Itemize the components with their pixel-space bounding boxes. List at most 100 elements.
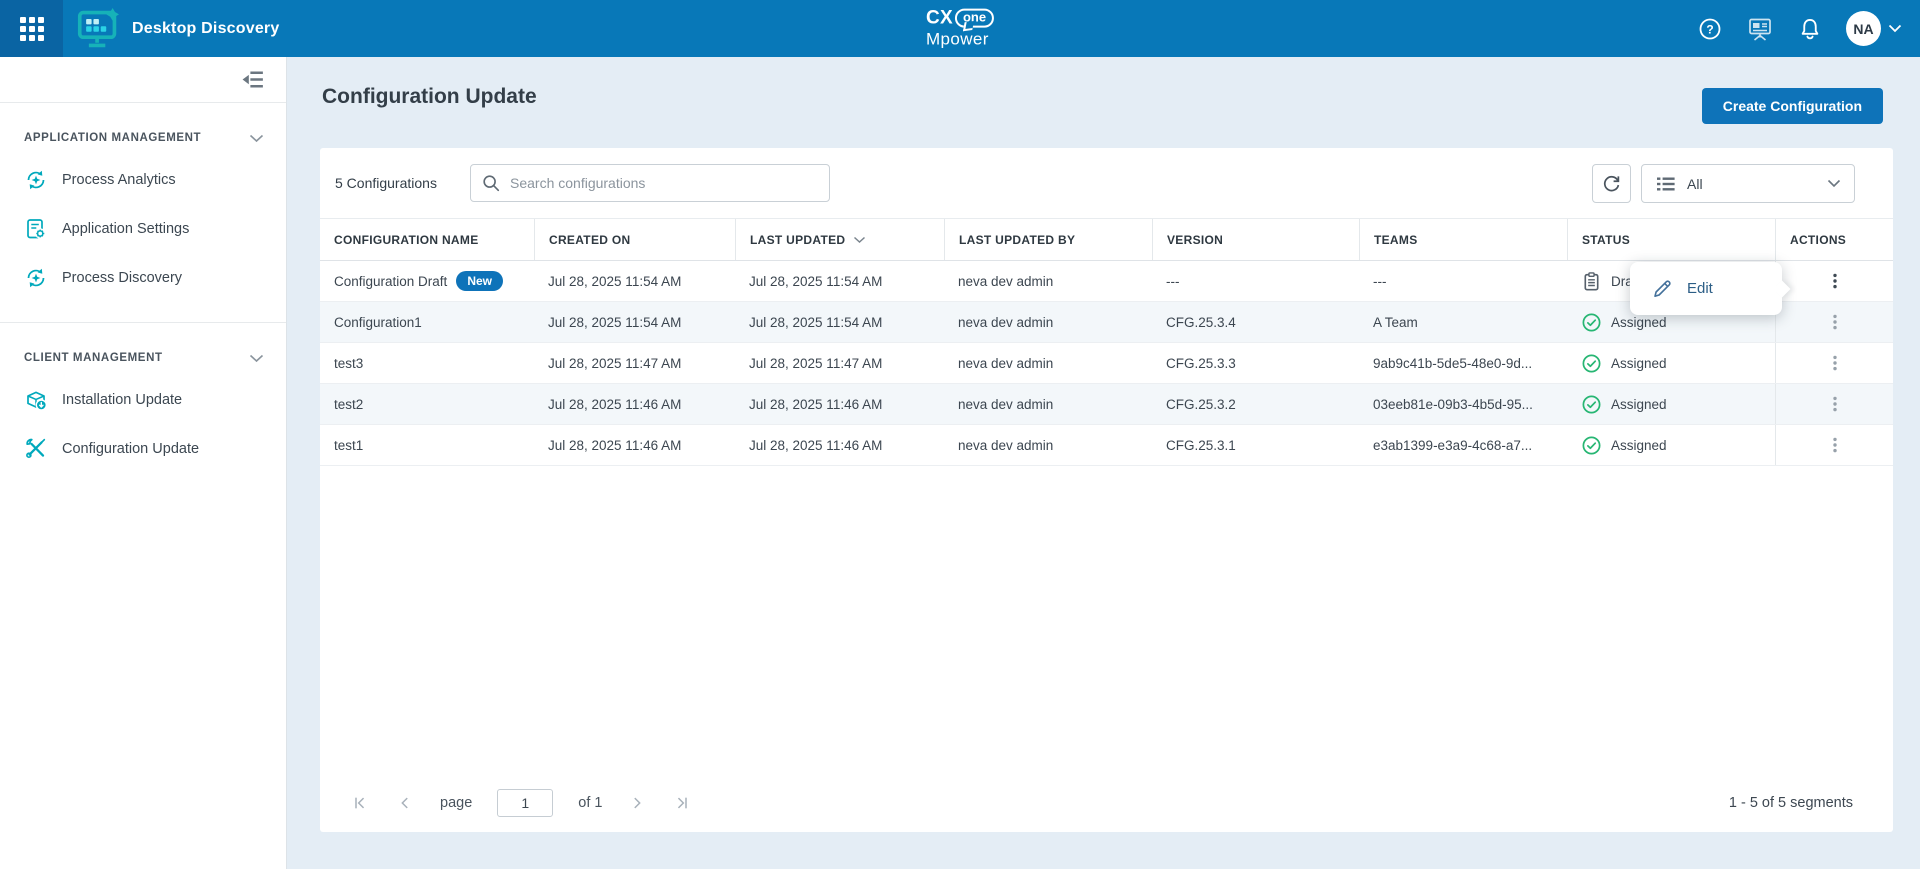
row-actions-kebab-icon[interactable] <box>1819 309 1851 335</box>
filter-dropdown[interactable]: All <box>1641 164 1855 203</box>
sidebar-item-configuration-update[interactable]: Configuration Update <box>0 424 286 473</box>
next-page-icon[interactable] <box>627 793 647 813</box>
new-badge: New <box>456 271 503 291</box>
collapse-sidebar-icon[interactable] <box>241 67 266 92</box>
edit-pencil-icon <box>1651 278 1673 300</box>
edit-menu-item[interactable]: Edit <box>1687 280 1713 297</box>
svg-text:?: ? <box>1706 22 1713 36</box>
created-on: Jul 28, 2025 11:47 AM <box>548 355 682 371</box>
cx-logo-text: CX <box>925 7 953 29</box>
sidebar-item-process-discovery[interactable]: Process Discovery <box>0 253 286 302</box>
page-label: page <box>440 795 473 811</box>
list-filter-icon <box>1655 174 1677 194</box>
sidebar-item-label: Configuration Update <box>62 440 200 457</box>
sort-descending-icon <box>854 236 866 243</box>
sidebar-item-installation-update[interactable]: Installation Update <box>0 375 286 424</box>
version: --- <box>1166 273 1180 289</box>
teams: 9ab9c41b-5de5-48e0-9d... <box>1373 355 1533 371</box>
column-header-configuration-name[interactable]: CONFIGURATION NAME <box>334 232 479 247</box>
mpower-logo-text: Mpower <box>925 30 989 50</box>
presentation-icon[interactable] <box>1746 15 1774 43</box>
teams: A Team <box>1373 314 1418 330</box>
app-launcher-button[interactable] <box>0 0 63 57</box>
last-updated-by: neva dev admin <box>958 355 1054 371</box>
last-updated: Jul 28, 2025 11:46 AM <box>749 396 883 412</box>
column-header-last-updated-by[interactable]: LAST UPDATED BY <box>944 219 1152 260</box>
section-label: APPLICATION MANAGEMENT <box>24 132 202 144</box>
draft-clipboard-icon <box>1581 271 1602 292</box>
table-row: test1 Jul 28, 2025 11:46 AM Jul 28, 2025… <box>320 425 1893 466</box>
apps-grid-icon <box>19 16 45 42</box>
page-number-input[interactable] <box>497 789 554 817</box>
pagination: page of 1 1 - 5 of 5 segments <box>320 774 1893 832</box>
refresh-button[interactable] <box>1592 164 1631 203</box>
status-label: Assigned <box>1611 355 1667 371</box>
last-updated-by: neva dev admin <box>958 437 1054 453</box>
first-page-icon[interactable] <box>350 793 370 813</box>
sidebar-item-label: Application Settings <box>62 220 190 237</box>
status-cell: Assigned <box>1567 384 1775 424</box>
assigned-check-icon <box>1581 435 1602 456</box>
assigned-check-icon <box>1581 394 1602 415</box>
row-actions-kebab-icon[interactable] <box>1819 432 1851 458</box>
status-label: Assigned <box>1611 396 1667 412</box>
version: CFG.25.3.2 <box>1166 396 1236 412</box>
column-header-status[interactable]: STATUS <box>1567 219 1775 260</box>
notifications-bell-icon[interactable] <box>1797 16 1823 42</box>
sidebar-item-process-analytics[interactable]: Process Analytics <box>0 155 286 204</box>
column-header-created-on[interactable]: CREATED ON <box>534 219 735 260</box>
sidebar-item-label: Process Discovery <box>62 269 183 286</box>
status-cell: Assigned <box>1567 343 1775 383</box>
created-on: Jul 28, 2025 11:54 AM <box>548 273 682 289</box>
teams: 03eeb81e-09b3-4b5d-95... <box>1373 396 1533 412</box>
installation-update-icon <box>24 388 48 412</box>
version: CFG.25.3.1 <box>1166 437 1236 453</box>
version: CFG.25.3.3 <box>1166 355 1236 371</box>
last-updated: Jul 28, 2025 11:54 AM <box>749 314 883 330</box>
process-discovery-icon <box>24 266 48 290</box>
configuration-name: test1 <box>334 437 364 453</box>
column-header-version[interactable]: VERSION <box>1152 219 1359 260</box>
status-label: Assigned <box>1611 314 1667 330</box>
content-card: 5 Configurations <box>320 148 1893 832</box>
version: CFG.25.3.4 <box>1166 314 1236 330</box>
created-on: Jul 28, 2025 11:46 AM <box>548 437 682 453</box>
main-content: Configuration Update Create Configuratio… <box>288 57 1920 869</box>
row-actions-kebab-icon[interactable] <box>1819 268 1851 294</box>
range-summary: 1 - 5 of 5 segments <box>1728 795 1853 811</box>
search-box <box>470 164 830 202</box>
top-bar: Desktop Discovery CX one Mpower ? <box>0 0 1920 57</box>
page-title: Configuration Update <box>322 85 537 108</box>
last-page-icon[interactable] <box>672 793 692 813</box>
last-updated: Jul 28, 2025 11:54 AM <box>749 273 883 289</box>
page-of-label: of 1 <box>578 795 603 811</box>
column-header-last-updated[interactable]: LAST UPDATED <box>735 219 944 260</box>
chevron-down-icon <box>1888 24 1902 33</box>
row-actions-kebab-icon[interactable] <box>1819 350 1851 376</box>
sidebar: APPLICATION MANAGEMENT Process Analytics <box>0 57 287 869</box>
desktop-discovery-logo-icon <box>76 7 120 50</box>
previous-page-icon[interactable] <box>395 793 415 813</box>
create-configuration-button[interactable]: Create Configuration <box>1701 88 1883 124</box>
section-label: CLIENT MANAGEMENT <box>24 352 163 364</box>
status-cell: Assigned <box>1567 302 1775 342</box>
created-on: Jul 28, 2025 11:54 AM <box>548 314 682 330</box>
help-icon[interactable]: ? <box>1697 16 1723 42</box>
configuration-update-icon <box>24 437 48 461</box>
row-actions-kebab-icon[interactable] <box>1819 391 1851 417</box>
row-context-menu: Edit <box>1630 262 1782 315</box>
configuration-name: Configuration Draft <box>334 273 448 289</box>
configuration-name: test2 <box>334 396 364 412</box>
user-menu[interactable]: NA <box>1846 11 1902 46</box>
sidebar-item-application-settings[interactable]: Application Settings <box>0 204 286 253</box>
chevron-down-icon <box>249 134 264 142</box>
column-header-actions: ACTIONS <box>1775 219 1893 260</box>
created-on: Jul 28, 2025 11:46 AM <box>548 396 682 412</box>
column-header-teams[interactable]: TEAMS <box>1359 219 1567 260</box>
search-icon <box>481 173 501 193</box>
assigned-check-icon <box>1581 353 1602 374</box>
section-header-client-management[interactable]: CLIENT MANAGEMENT <box>0 341 286 375</box>
toolbar: 5 Configurations <box>320 148 1893 218</box>
search-input[interactable] <box>510 175 819 191</box>
section-header-application-management[interactable]: APPLICATION MANAGEMENT <box>0 121 286 155</box>
